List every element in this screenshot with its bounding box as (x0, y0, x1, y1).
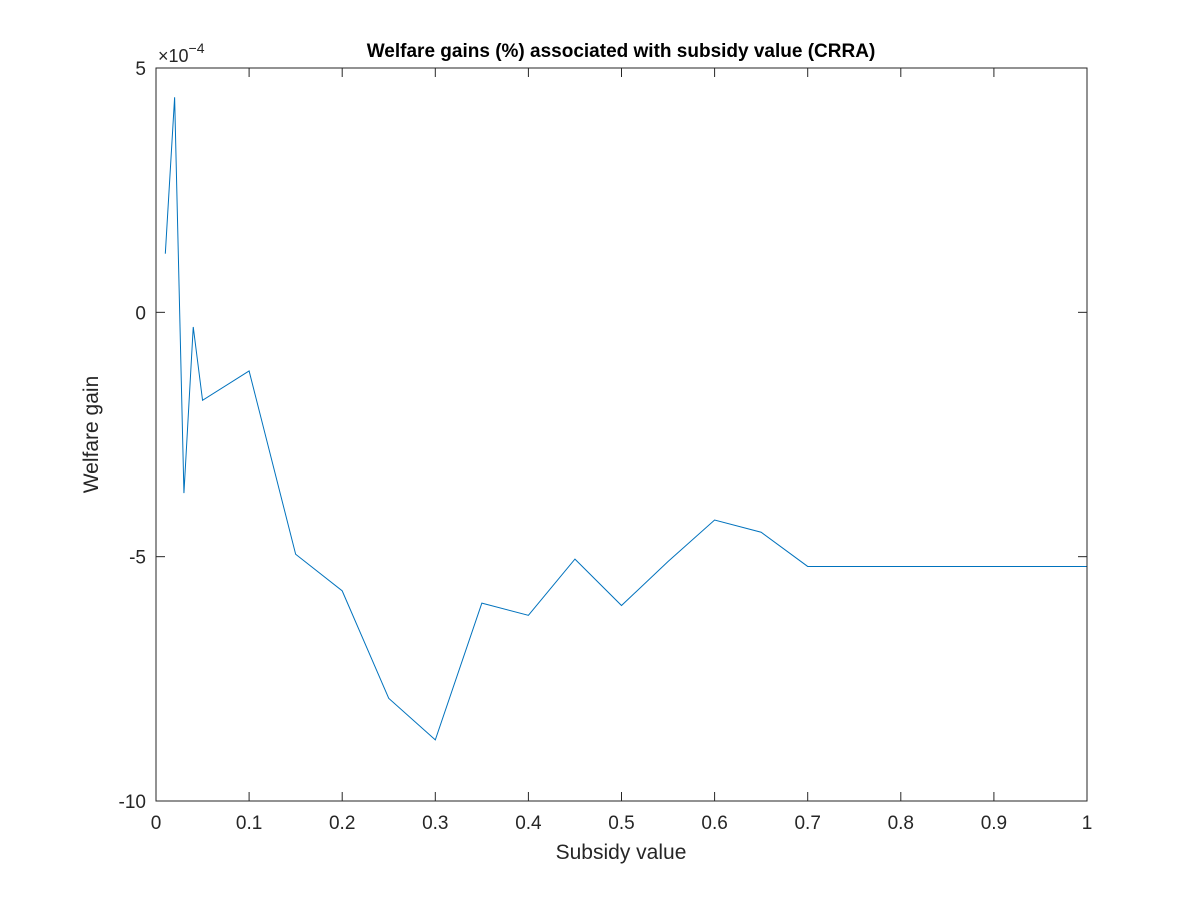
y-tick-label: 0 (135, 303, 146, 324)
y-scale-exponent: −4 (189, 40, 205, 56)
series-line-0 (164, 97, 1087, 741)
x-tick-label: 1 (1082, 813, 1093, 834)
x-tick-label: 0.7 (794, 813, 820, 834)
x-axis-label: Subsidy value (556, 841, 687, 864)
x-tick-label: 0.3 (422, 813, 448, 834)
plot-area (156, 68, 1087, 801)
series-layer (164, 97, 1087, 741)
x-tick-label: 0.4 (515, 813, 542, 834)
x-tick-label: 0.6 (701, 813, 727, 834)
y-tick-label: -5 (129, 548, 146, 569)
y-tick-label: -10 (119, 792, 146, 813)
ticks-layer (155, 67, 1088, 802)
x-tick-label: 0.5 (608, 813, 634, 834)
x-tick-label: 0.8 (888, 813, 914, 834)
y-tick-labels: -10 -5 0 5 (119, 59, 146, 813)
x-tick-labels: 0 0.1 0.2 0.3 0.4 0.5 0.6 0.7 0.8 0.9 1 (151, 813, 1093, 834)
x-tick-label: 0.1 (236, 813, 262, 834)
x-tick-label: 0.2 (329, 813, 355, 834)
x-tick-label: 0 (151, 813, 162, 834)
chart-title: Welfare gains (%) associated with subsid… (367, 41, 876, 62)
y-axis-label: Welfare gain (80, 376, 103, 494)
x-tick-label: 0.9 (981, 813, 1007, 834)
y-scale-multiplier: ×10 (158, 46, 189, 66)
y-scale-factor: ×10−4 (158, 40, 205, 66)
y-tick-label: 5 (135, 59, 146, 80)
